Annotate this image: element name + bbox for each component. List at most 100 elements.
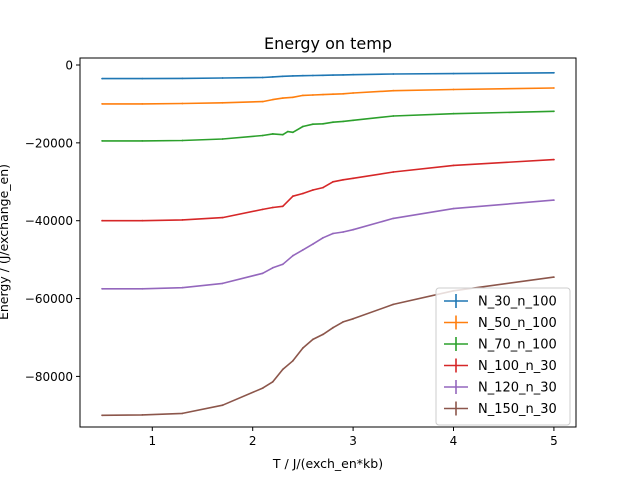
data-point [271, 76, 274, 78]
data-point [141, 287, 144, 290]
data-point [292, 96, 294, 99]
data-point [101, 287, 103, 290]
legend-item: N_70_n_100 [444, 337, 557, 353]
x-tick-label: 4 [450, 434, 458, 448]
data-point [101, 77, 103, 80]
data-point [181, 139, 184, 142]
x-tick-label: 3 [349, 434, 357, 448]
data-point [281, 75, 284, 78]
data-point [221, 138, 224, 140]
y-tick-label: −40000 [25, 214, 73, 228]
data-point [292, 359, 294, 362]
data-point [392, 217, 395, 220]
data-point [281, 97, 284, 99]
data-point [352, 228, 354, 231]
data-point [553, 87, 555, 89]
chart-title: Energy on temp [264, 34, 392, 53]
data-point [322, 186, 324, 189]
y-axis-label: Energy / (J/exchange_en) [0, 164, 11, 320]
data-point [352, 73, 354, 76]
data-point [452, 72, 455, 75]
x-tick-label: 5 [550, 434, 558, 448]
data-point [392, 73, 395, 75]
data-point [322, 236, 324, 239]
data-point [322, 333, 324, 336]
data-point [221, 77, 224, 79]
legend-item: N_150_n_30 [444, 401, 557, 417]
series-N_100_n_30 [101, 158, 555, 222]
data-point [553, 199, 555, 202]
data-point [452, 88, 455, 91]
series-N_50_n_100 [101, 87, 555, 105]
data-point [312, 74, 314, 77]
data-point [286, 130, 289, 133]
data-point [101, 414, 103, 417]
data-point [292, 195, 294, 198]
data-point [181, 77, 184, 80]
data-point [261, 208, 264, 211]
data-point [221, 404, 224, 407]
data-point [261, 100, 264, 103]
data-point [352, 92, 354, 94]
data-point [302, 249, 304, 251]
legend-label: N_70_n_100 [478, 338, 557, 353]
data-point [302, 125, 304, 128]
legend-label: N_30_n_100 [478, 295, 557, 310]
data-point [312, 338, 314, 341]
data-point [332, 180, 334, 183]
data-point [181, 286, 184, 289]
x-axis: 1 2 3 4 5 [148, 427, 558, 448]
data-point [392, 303, 395, 306]
data-point [312, 123, 314, 126]
data-point [261, 134, 264, 137]
data-point [312, 94, 314, 96]
x-axis-label: T / J/(exch_en*kb) [272, 456, 383, 471]
data-point [281, 263, 284, 266]
data-point [352, 119, 354, 122]
series-N_120_n_30 [101, 199, 555, 290]
data-point [181, 412, 184, 415]
data-point [141, 140, 144, 142]
data-point [553, 71, 555, 74]
data-point [281, 133, 284, 136]
data-point [292, 131, 294, 134]
data-point [312, 189, 314, 191]
data-point [141, 219, 144, 222]
legend: N_30_n_100 N_50_n_100 N_70_n_100 N_100_n_30… [435, 287, 571, 426]
data-point [141, 103, 144, 105]
legend-label: N_120_n_30 [478, 381, 557, 396]
data-point [271, 266, 274, 269]
data-point [342, 178, 344, 181]
data-point [141, 77, 144, 80]
data-point [302, 94, 304, 97]
data-point [302, 74, 304, 77]
data-point [342, 120, 344, 123]
data-point [292, 75, 294, 77]
data-point [332, 74, 334, 76]
data-point [261, 76, 264, 79]
data-point [101, 103, 103, 105]
data-point [281, 368, 284, 371]
series-line [102, 110, 554, 142]
data-point [332, 93, 334, 96]
data-point [141, 414, 144, 416]
data-point [302, 192, 304, 195]
data-point [352, 317, 354, 320]
legend-item: N_50_n_100 [444, 315, 557, 331]
legend-label: N_50_n_100 [478, 316, 557, 331]
legend-item: N_100_n_30 [444, 358, 557, 374]
data-point [181, 102, 184, 105]
data-point [302, 347, 304, 349]
data-point [342, 74, 344, 76]
data-point [221, 101, 224, 104]
series-N_70_n_100 [101, 110, 555, 142]
data-point [221, 216, 224, 219]
data-point [342, 321, 344, 323]
y-tick-label: 0 [65, 59, 73, 73]
data-point [332, 121, 334, 124]
data-point [281, 205, 284, 208]
data-point [271, 133, 274, 135]
data-point [261, 387, 264, 389]
x-tick-label: 1 [148, 434, 156, 448]
data-point [292, 254, 294, 257]
